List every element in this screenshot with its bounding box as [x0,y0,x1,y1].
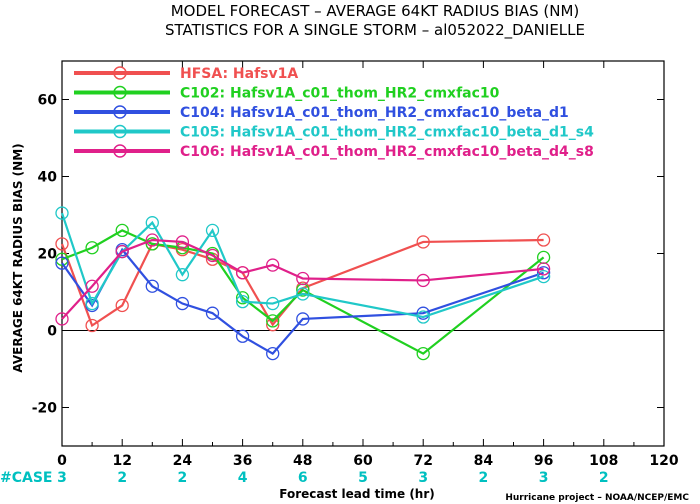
legend-entry: C104: Hafsv1A_c01_thom_HR2_cmxfac10_beta… [74,105,569,121]
legend-entry: HFSA: Hafsv1A [74,66,298,82]
data-point [115,244,129,259]
data-point [416,310,430,324]
data-point [145,216,159,230]
data-point [55,312,69,326]
y-tick-label: 0 [47,324,57,340]
data-point [145,279,159,293]
case-count: 2 [178,470,188,486]
credit-text: Hurricane project – NOAA/NCEP/EMC [505,493,689,503]
data-point [115,223,129,238]
data-point [55,256,69,270]
data-point [536,266,551,280]
y-tick-label: 60 [38,93,58,109]
chart-title-line2: STATISTICS FOR A SINGLE STORM – al052022… [165,21,585,40]
data-point [235,266,250,280]
legend-entry: C106: Hafsv1A_c01_thom_HR2_cmxfac10_beta… [74,144,594,160]
legend-swatch-marker [113,85,127,100]
legend-swatch-marker [113,105,127,119]
series-group [55,233,551,326]
data-point [266,318,280,332]
case-count: 2 [599,470,609,486]
x-tick-label: 60 [353,453,373,469]
legend-entry: C105: Hafsv1A_c01_thom_HR2_cmxfac10_beta… [74,125,594,141]
data-point [416,306,430,320]
legend-swatch-marker [113,66,127,80]
legend-label: C106: Hafsv1A_c01_thom_HR2_cmxfac10_beta… [180,144,594,160]
data-point [416,346,430,361]
data-point [55,252,69,266]
data-point [205,248,220,263]
data-point [85,296,99,311]
legend-label: C105: Hafsv1A_c01_thom_HR2_cmxfac10_beta… [180,125,594,141]
x-tick-label: 0 [57,453,67,469]
data-point [416,273,430,288]
y-tick-label: -20 [32,401,58,417]
x-tick-label: 96 [534,453,553,469]
case-count-label: #CASE [0,470,53,486]
data-point [235,294,250,309]
data-point [235,291,250,305]
data-point [205,223,220,238]
chart-title-line1: MODEL FORECAST – AVERAGE 64KT RADIUS BIA… [171,2,580,20]
data-point [536,233,551,247]
x-tick-label: 12 [112,453,131,469]
case-count: 3 [57,470,67,486]
data-point [115,298,129,313]
legend-swatch-marker [113,144,127,158]
data-point [55,206,69,220]
y-axis-label: AVERAGE 64KT RADIUS BIAS (NM) [11,143,25,372]
data-point [266,346,280,361]
series-line [61,238,544,320]
x-tick-label: 120 [649,453,678,469]
legend-label: C102: Hafsv1A_c01_thom_HR2_cmxfac10 [180,86,500,102]
data-point [145,237,159,251]
data-point [266,258,280,272]
x-tick-label: 72 [413,453,432,469]
data-point [296,287,310,301]
data-point [205,306,220,320]
x-tick-label: 36 [233,453,252,469]
x-tick-label: 48 [293,453,312,469]
legend-label: C104: Hafsv1A_c01_thom_HR2_cmxfac10_beta… [180,105,569,121]
data-point [55,237,69,251]
x-tick-label: 108 [589,453,618,469]
data-point [85,318,99,333]
case-count: 3 [418,470,428,486]
x-tick-label: 24 [173,453,193,469]
y-tick-label: 20 [38,247,58,263]
data-point [175,296,190,311]
data-point [175,268,190,282]
series-group [55,206,551,324]
y-tick-label: 40 [38,170,58,186]
data-point [145,233,159,247]
data-point [536,262,551,276]
case-count: 5 [358,470,368,486]
x-tick-label: 84 [474,453,494,469]
data-point [266,296,280,311]
case-count: 6 [298,470,308,486]
data-point [266,314,280,328]
x-axis-label: Forecast lead time (hr) [279,487,435,501]
case-count: 2 [117,470,127,486]
case-count: 3 [539,470,549,486]
series-line [61,229,545,355]
data-point [536,269,551,284]
data-point [175,235,190,249]
legend-label: HFSA: Hafsv1A [180,66,298,82]
series-line [60,212,544,319]
legend-entry: C102: Hafsv1A_c01_thom_HR2_cmxfac10 [74,86,500,102]
data-point [85,241,99,255]
case-count: 4 [238,470,248,486]
data-point [416,235,430,249]
series-group [55,242,551,361]
data-point [85,279,99,293]
legend-swatch-marker [113,124,127,139]
data-point [296,271,310,286]
case-count: 2 [479,470,489,486]
data-point [296,312,310,326]
data-point [235,329,250,343]
